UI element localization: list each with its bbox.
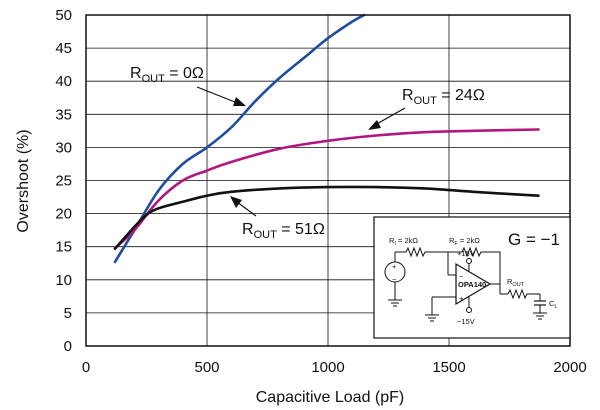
- resistor-rf: [448, 246, 501, 282]
- y-tick-label: 30: [55, 139, 72, 156]
- minus-supply-label: −15V: [457, 317, 475, 326]
- ri-label: RI = 2kΩ: [389, 236, 418, 247]
- source-plus: +: [392, 262, 397, 271]
- supply-node-minus: [466, 307, 472, 313]
- y-axis-title: Overshoot (%): [15, 129, 32, 232]
- annotation-rout-51: ROUT = 51Ω: [230, 196, 325, 241]
- grid: [86, 15, 570, 346]
- x-tick-label: 0: [82, 359, 90, 376]
- x-tick-label: 1000: [311, 359, 344, 376]
- schematic-gain: G = −1: [508, 230, 560, 249]
- ground-symbol: [388, 299, 402, 307]
- cl-label: CL: [549, 299, 557, 310]
- y-tick-label: 15: [55, 239, 72, 256]
- opamp-triangle: [455, 262, 492, 306]
- y-tick-label: 35: [55, 106, 72, 123]
- schematic-box: [373, 216, 571, 339]
- supply-node-plus: [466, 258, 472, 264]
- svg-text:ROUT = 24Ω: ROUT = 24Ω: [402, 87, 485, 107]
- y-tick-label: 40: [55, 73, 72, 90]
- series-line-rout-0: [113, 13, 366, 264]
- schematic-inset: G = −1 + − RI = 2kΩ RF = 2kΩ OPA140 −: [373, 216, 571, 339]
- resistor-ri: [405, 246, 426, 258]
- svg-text:ROUT = 51Ω: ROUT = 51Ω: [242, 221, 325, 241]
- series-layer: [113, 13, 540, 264]
- y-tick-label: 50: [55, 7, 72, 24]
- resistor-rout: [507, 288, 540, 300]
- x-tick-label: 2000: [553, 359, 586, 376]
- annotation-arrowhead-0: [233, 97, 246, 106]
- ground-symbol: [533, 312, 547, 320]
- series-line-rout-24: [113, 128, 540, 250]
- y-tick-label: 0: [64, 338, 72, 355]
- rf-label: RF = 2kΩ: [449, 236, 480, 247]
- opamp-label: OPA140: [458, 280, 486, 289]
- annotation-arrow-51: [236, 201, 257, 217]
- opamp-plus: +: [459, 294, 464, 303]
- y-tick-label: 45: [55, 40, 72, 57]
- opamp-minus: −: [459, 272, 464, 281]
- svg-text:ROUT = 0Ω: ROUT = 0Ω: [130, 65, 204, 85]
- y-tick-label: 20: [55, 206, 72, 223]
- rout-label: ROUT: [507, 277, 525, 288]
- y-tick-label: 25: [55, 173, 72, 190]
- annotation-arrow-0: [196, 86, 241, 105]
- y-tick-label: 10: [55, 272, 72, 289]
- x-tick-label: 1500: [432, 359, 465, 376]
- annotation-arrowhead-24: [368, 120, 381, 130]
- x-tick-label: 500: [194, 359, 219, 376]
- y-tick-label: 5: [64, 305, 72, 322]
- source-minus: −: [392, 275, 397, 284]
- plus-supply-label: +15V: [457, 249, 475, 258]
- annotation-rout-0: ROUT = 0Ω: [130, 65, 246, 106]
- x-axis-title: Capacitive Load (pF): [256, 389, 405, 406]
- ground-symbol: [425, 314, 439, 322]
- series-line-rout-51: [113, 185, 540, 250]
- plot-frame: [85, 14, 571, 347]
- annotation-arrowhead-51: [230, 196, 242, 208]
- annotation-arrow-24: [374, 107, 406, 126]
- annotation-rout-24: ROUT = 24Ω: [368, 87, 485, 130]
